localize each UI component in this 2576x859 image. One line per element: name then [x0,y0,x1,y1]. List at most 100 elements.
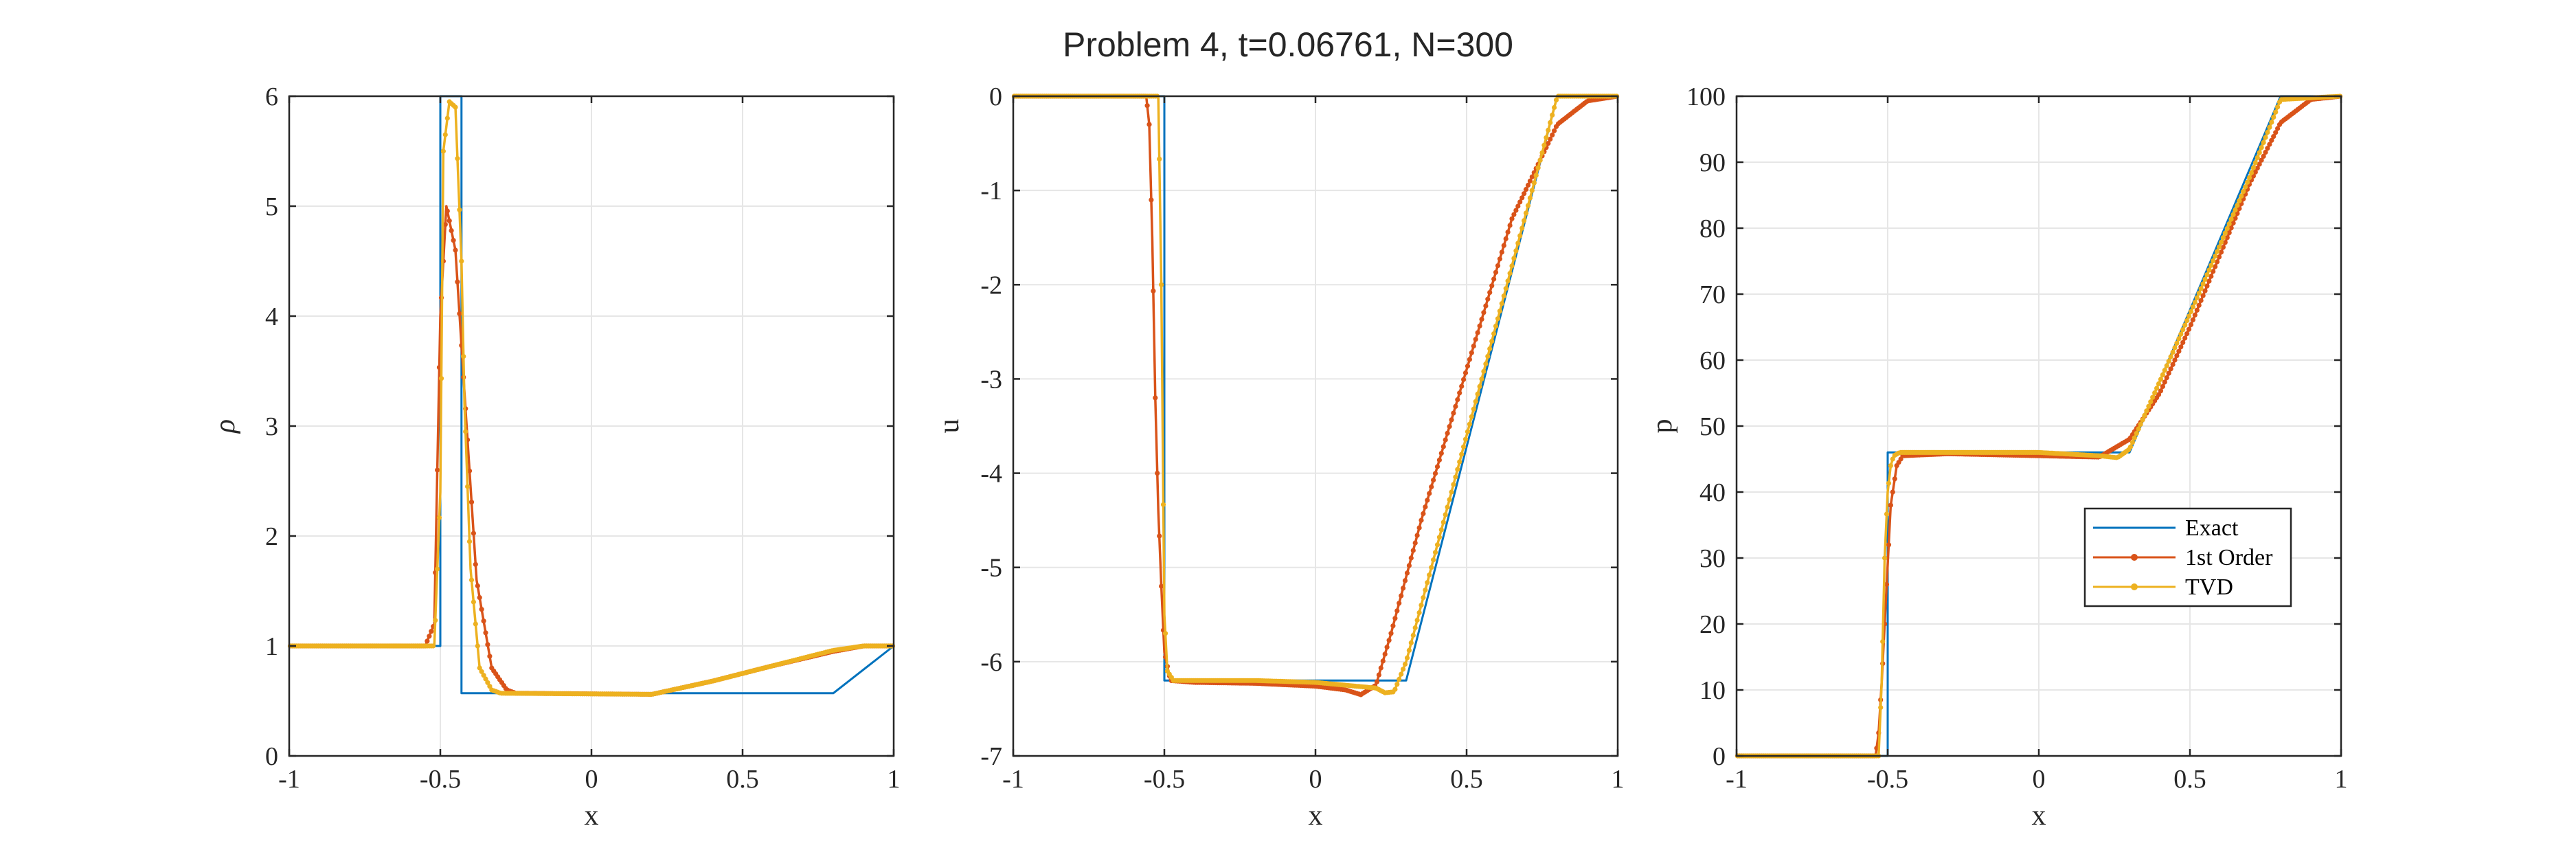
data-point [1479,376,1484,382]
data-point [1447,424,1452,430]
data-point [2269,120,2274,125]
data-point [451,238,456,243]
data-point [1380,658,1386,664]
data-point [1473,399,1478,404]
data-point [1153,395,1158,401]
data-point [1157,533,1162,539]
data-point [1517,199,1523,205]
data-point [1505,230,1511,235]
data-point [1445,430,1450,436]
data-point [1471,406,1476,412]
data-point [2226,221,2232,227]
data-point [1455,467,1460,472]
data-point [1429,565,1434,570]
data-point [1497,256,1502,262]
data-point [1483,303,1489,309]
data-point [2267,124,2272,130]
data-point [2226,230,2232,236]
data-point [2164,375,2169,381]
data-point [2142,412,2147,419]
data-point [1522,191,1527,197]
data-point [2182,322,2188,328]
data-point [1511,256,1517,261]
data-point [2140,417,2145,423]
data-point [2150,394,2156,400]
data-point [2198,286,2204,291]
y-tick-label: 100 [1686,82,1726,111]
data-point [2138,421,2143,427]
y-tick-label: -3 [980,365,1002,394]
data-point [2204,283,2210,289]
data-point [1423,504,1428,510]
data-point [2224,235,2230,241]
data-point [1489,339,1495,344]
data-point [1397,676,1402,682]
data-point [1462,436,1469,442]
data-point [1436,457,1442,463]
data-point [453,247,458,253]
legend-box [2083,507,2292,607]
data-point [1523,187,1529,192]
y-tick-label: 0 [265,742,278,771]
data-point [2215,249,2220,254]
data-point [1159,583,1164,589]
data-point [1399,671,1404,677]
data-point [2271,115,2276,120]
data-point [1412,625,1418,631]
data-point [1513,248,1519,254]
data-point [2259,157,2264,163]
legend-label: TVD [2185,574,2233,600]
data-point [2176,348,2182,354]
data-point [1432,550,1438,555]
data-point [1529,174,1535,179]
data-point [2267,142,2272,147]
data-point [1402,661,1408,667]
data-point [1384,645,1390,650]
data-point [1465,364,1471,369]
data-point [427,634,432,639]
data-point [2152,390,2158,396]
y-tick-label: 2 [265,522,278,551]
data-point [1483,361,1489,367]
y-tick-label: 4 [265,302,278,331]
data-point [2255,155,2260,160]
data-point [1146,122,1152,127]
data-point [1553,97,1559,103]
data-point [2211,269,2216,274]
x-tick-label: -1 [1002,765,1024,794]
data-point [2200,281,2206,287]
data-point [1523,210,1529,216]
data-point [444,208,450,214]
data-point [1550,132,1555,137]
data-point [1531,180,1537,186]
data-point [2213,264,2218,269]
data-point [1402,578,1408,583]
data-point [2216,244,2222,249]
data-point [1499,249,1504,255]
data-point [2194,307,2200,313]
data-point [1467,357,1472,362]
data-point [1410,632,1416,638]
data-point [2170,361,2176,368]
data-point [1397,601,1402,606]
y-tick-label: 50 [1699,412,1726,441]
data-point [1155,471,1160,476]
data-point [2158,377,2164,382]
y-tick-label: 0 [1713,742,1726,771]
data-point [2202,288,2208,293]
data-point [2168,366,2173,372]
data-point [483,676,488,682]
data-point [1440,520,1446,525]
data-point [2222,230,2228,236]
x-tick-label: 0.5 [726,765,759,794]
data-point [2239,193,2244,199]
data-point [1144,103,1150,109]
data-point [2170,349,2176,355]
data-point [468,500,475,505]
data-point [2271,134,2276,140]
data-point [485,642,490,647]
data-point [1388,631,1394,636]
data-point [2211,258,2216,264]
y-axis-label: ρ [210,419,241,434]
